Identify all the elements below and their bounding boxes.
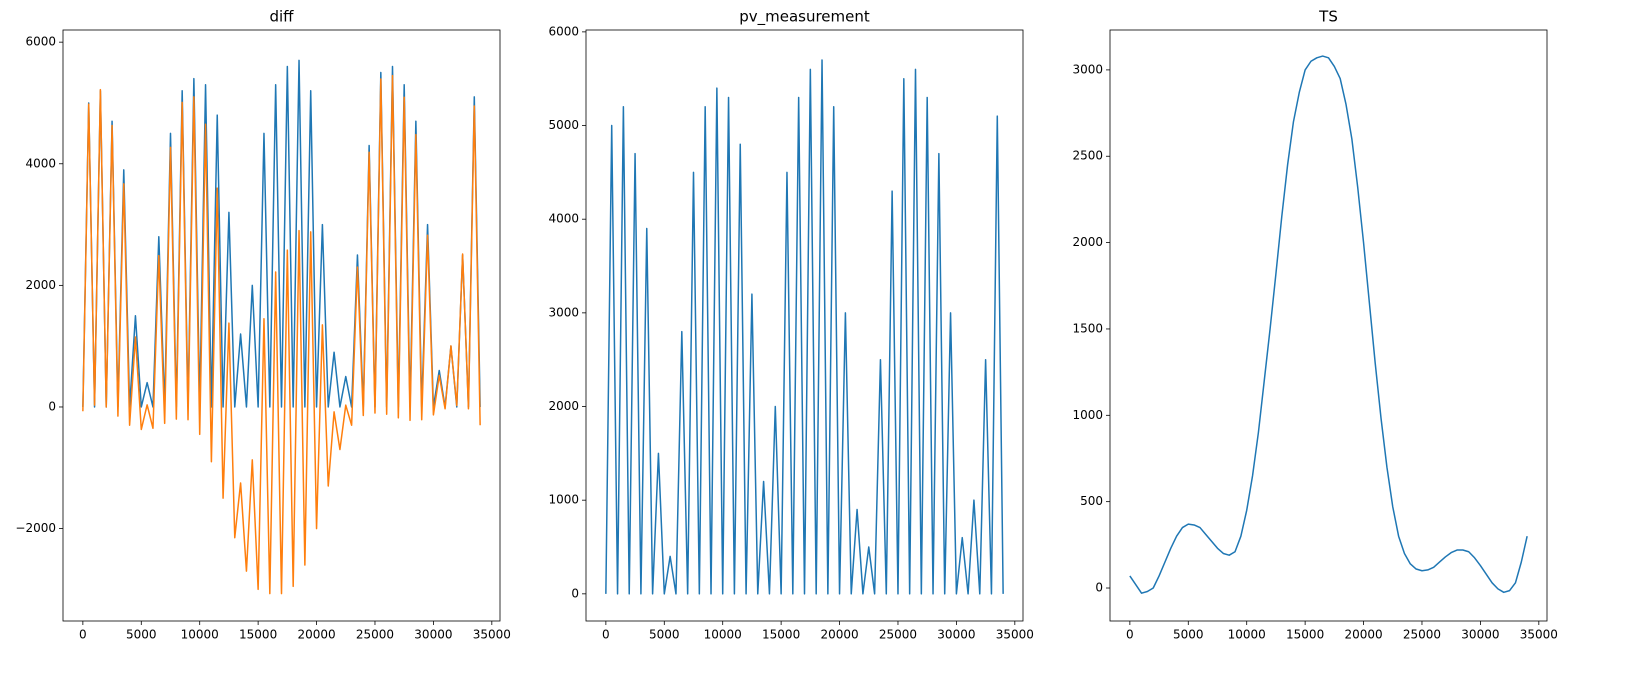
axes-frame [1109,29,1548,622]
x-tick-label: 20000 [1344,628,1382,642]
x-tick-label: 30000 [414,628,452,642]
x-tick-label: 10000 [1228,628,1266,642]
plot-area [82,59,481,595]
x-tick-label: 20000 [297,628,335,642]
x-tick-label: 20000 [820,628,858,642]
x-tick-label: 25000 [1403,628,1441,642]
x-tick-label: 10000 [181,628,219,642]
x-tick-label: 25000 [879,628,917,642]
x-tick-label: 0 [602,628,610,642]
y-tick-label: 0 [48,399,56,413]
y-tick-label: 3000 [1072,62,1103,76]
x-tick-label: 25000 [356,628,394,642]
subplot: TS 0 5000 10000 15000 20000 25000 30000 35000 0 50… [1072,8,1557,642]
x-tick-label: 5000 [649,628,680,642]
y-tick-label: 2000 [548,399,579,413]
x-tick-label: 15000 [762,628,800,642]
y-tick-label: 4000 [25,156,56,170]
y-tick-label: 6000 [25,35,56,49]
subplot-title: pv_measurement [739,8,870,27]
x-tick-label: 0 [79,628,87,642]
y-tick-label: 2000 [1072,235,1103,249]
line-series [82,74,481,595]
x-tick-label: 35000 [996,628,1034,642]
y-tick-label: 500 [1080,494,1103,508]
x-tick-label: 10000 [704,628,742,642]
y-tick-label: 3000 [548,305,579,319]
plot-area [605,59,1004,595]
y-tick-label: 6000 [548,24,579,38]
x-tick-label: 15000 [1286,628,1324,642]
y-tick-label: 2000 [25,278,56,292]
x-tick-label: 0 [1126,628,1134,642]
y-tick-label: 5000 [548,118,579,132]
x-tick-label: 5000 [1173,628,1204,642]
y-tick-label: 0 [571,586,579,600]
subplot-title: diff [269,8,294,26]
axes-frame [585,29,1024,622]
subplot-title: TS [1318,8,1338,26]
x-tick-label: 5000 [126,628,157,642]
x-tick-label: 15000 [239,628,277,642]
y-tick-label: −2000 [15,521,56,535]
y-tick-label: 1500 [1072,321,1103,335]
y-tick-label: 4000 [548,212,579,226]
axes-frame [62,29,501,622]
x-tick-label: 30000 [1461,628,1499,642]
y-tick-label: 2500 [1072,149,1103,163]
line-series [1129,55,1528,594]
x-tick-label: 35000 [473,628,511,642]
y-tick-label: 1000 [548,493,579,507]
line-series [605,59,1004,595]
x-tick-label: 30000 [937,628,975,642]
y-tick-label: 0 [1095,581,1103,595]
plot-area [1129,55,1528,594]
y-tick-label: 1000 [1072,408,1103,422]
x-tick-label: 35000 [1520,628,1558,642]
